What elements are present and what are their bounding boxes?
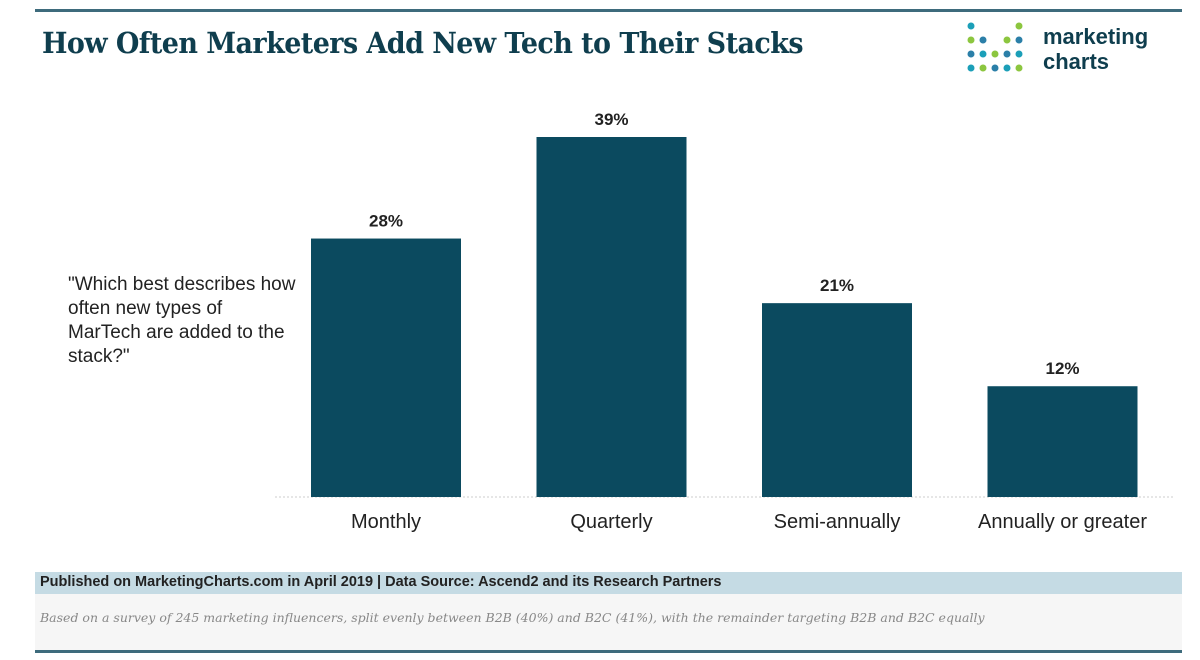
- bar-2: [762, 303, 912, 497]
- logo-dot: [1015, 36, 1023, 44]
- logo-dot: [967, 22, 975, 30]
- value-label: 39%: [594, 110, 628, 129]
- footer-note: Based on a survey of 245 marketing influ…: [40, 610, 985, 625]
- survey-question: "Which best describes how often new type…: [68, 274, 296, 367]
- value-label: 21%: [820, 276, 854, 295]
- logo-dot: [979, 36, 987, 44]
- bar-1: [536, 137, 687, 497]
- logo-dot: [979, 64, 987, 72]
- category-label: Annually or greater: [978, 511, 1147, 533]
- logo-line1: marketing: [1043, 24, 1149, 49]
- logo-dot: [1003, 64, 1011, 72]
- logo-dot: [967, 36, 975, 44]
- bar-3: [987, 386, 1138, 497]
- category-label: Quarterly: [570, 511, 652, 533]
- logo-dot: [967, 50, 975, 58]
- logo-text: marketing charts: [1043, 24, 1148, 74]
- value-label: 28%: [369, 212, 403, 231]
- footer-band: [35, 572, 1182, 594]
- category-label: Semi-annually: [774, 511, 901, 533]
- footer-note-bg: [35, 594, 1182, 650]
- logo-line2: charts: [1043, 49, 1110, 74]
- logo-dot: [1015, 64, 1023, 72]
- logo-dot: [1003, 50, 1011, 58]
- category-label: Monthly: [351, 511, 421, 533]
- bar-chart: 28% Monthly 39% Quarterly 21% Semi-annually 12…: [275, 110, 1175, 533]
- logo-dot: [967, 64, 975, 72]
- top-rule: [35, 9, 1182, 12]
- marketingcharts-logo-icon: [967, 22, 1023, 72]
- logo-dot: [1003, 36, 1011, 44]
- bar-0: [311, 238, 461, 498]
- bottom-rule: [35, 650, 1182, 653]
- logo-dot: [991, 64, 999, 72]
- logo-dot: [979, 50, 987, 58]
- value-label: 12%: [1045, 359, 1079, 378]
- chart-title: How Often Marketers Add New Tech to Thei…: [42, 26, 804, 60]
- logo-dot: [1015, 22, 1023, 30]
- logo-dot: [991, 50, 999, 58]
- logo-dot: [1015, 50, 1023, 58]
- footer-published: Published on MarketingCharts.com in Apri…: [40, 574, 722, 590]
